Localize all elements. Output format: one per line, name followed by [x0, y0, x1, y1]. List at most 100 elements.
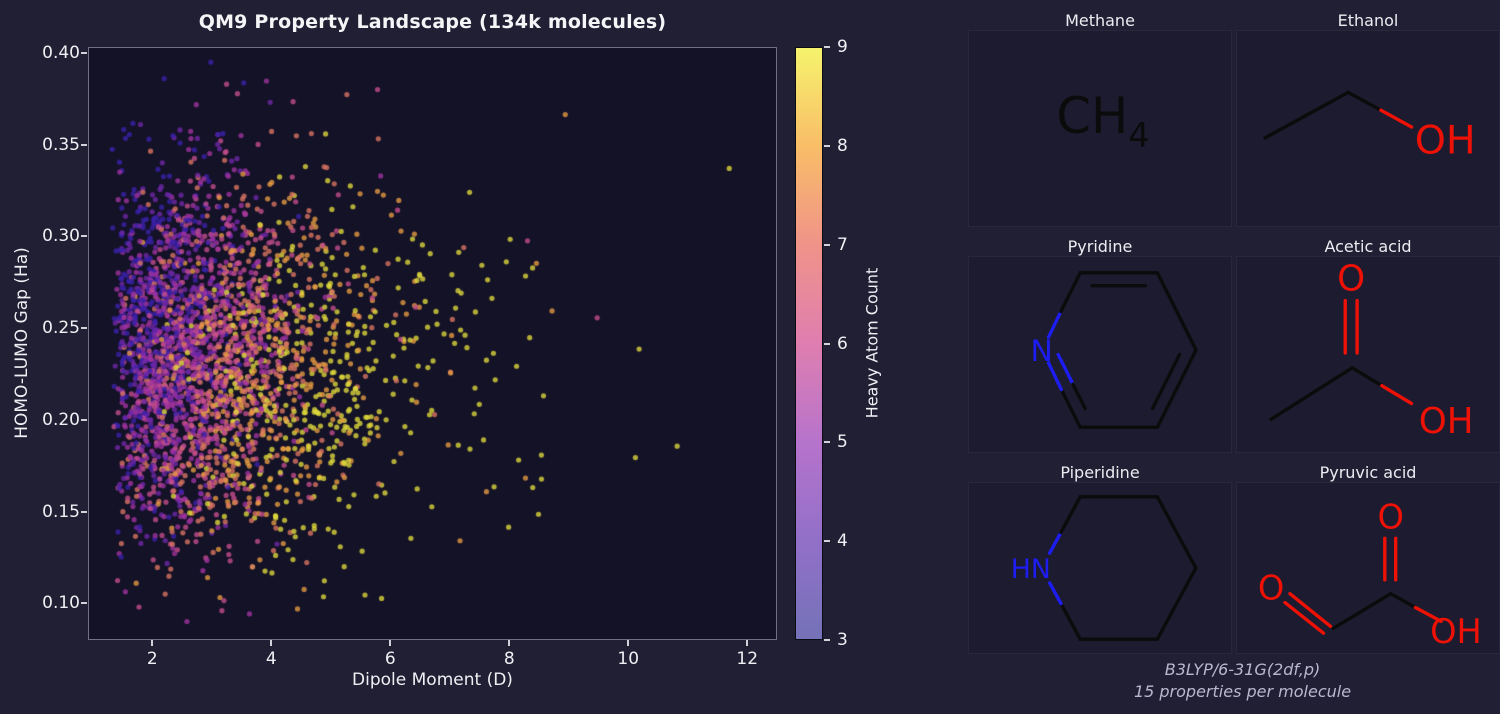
x-axis-label: Dipole Moment (D)	[352, 670, 513, 690]
piperidine-bond-upper-right	[1155, 495, 1198, 570]
piperidine-bond-nb-blue	[1047, 530, 1063, 555]
pyruvic-left-double-2	[1283, 600, 1326, 635]
pyruvic-oh-label: OH	[1430, 612, 1482, 651]
y-tick-mark	[81, 143, 87, 146]
y-tick-label: 0.35	[42, 134, 80, 155]
x-tick-label: 6	[384, 649, 396, 669]
methane-structure: CH4	[1056, 87, 1149, 155]
x-tick-label: 10	[617, 649, 640, 669]
molecule-title-acetic-acid: Acetic acid	[1324, 237, 1412, 256]
acetic-c-methyl-bond	[1269, 366, 1354, 422]
pyruvic-acid-structure: O OH O	[1258, 497, 1482, 651]
molecule-cell-acetic-acid: O OH	[1236, 256, 1500, 453]
chart-title: QM9 Property Landscape (134k molecules)	[198, 11, 667, 33]
x-tick-mark	[508, 640, 511, 646]
ethanol-co-bond-o-half	[1379, 108, 1414, 129]
ethanol-structure: OH	[1263, 90, 1476, 164]
caption-method: B3LYP/6-31G(2df,p)	[1164, 660, 1321, 679]
molecule-title-pyruvic-acid: Pyruvic acid	[1319, 463, 1417, 482]
colorbar-tick-mark	[824, 540, 830, 543]
piperidine-structure: HN	[1011, 495, 1198, 641]
ethanol-co-bond-c-half	[1346, 90, 1383, 112]
colorbar-tick-label: 7	[837, 234, 848, 255]
colorbar-tick-mark	[824, 639, 830, 641]
pyridine-structure: N	[1030, 271, 1198, 429]
pyruvic-top-o-label: O	[1378, 497, 1404, 536]
y-tick-mark	[81, 52, 87, 55]
pyridine-n-label: N	[1030, 334, 1052, 369]
x-tick-label: 12	[736, 649, 759, 669]
colorbar-label: Heavy Atom Count	[862, 267, 882, 419]
pyruvic-c-oh-bond-black	[1389, 592, 1418, 610]
pyruvic-cc-bond	[1331, 592, 1393, 630]
colorbar-tick-mark	[824, 342, 830, 345]
pyridine-bond-upper-right	[1155, 271, 1198, 352]
x-tick-mark	[627, 640, 630, 646]
y-tick-mark	[81, 235, 87, 238]
x-tick-mark	[151, 640, 154, 646]
colorbar-tick-label: 3	[837, 630, 848, 650]
molecule-cell-pyridine: N	[968, 256, 1232, 453]
pyridine-bond-na-blue	[1046, 309, 1063, 339]
colorbar-tick-label: 4	[837, 531, 848, 552]
acetic-carbonyl-o-label: O	[1337, 259, 1365, 300]
acetic-acid-structure: O OH	[1269, 259, 1474, 442]
x-tick-label: 2	[146, 649, 158, 669]
colorbar-tick-label: 5	[837, 432, 848, 453]
x-tick-label: 8	[503, 649, 515, 669]
pyridine-bond-nf-black	[1059, 387, 1082, 429]
molecule-title-ethanol: Ethanol	[1337, 11, 1399, 30]
x-tick-mark	[389, 640, 392, 646]
y-tick-label: 0.30	[42, 226, 80, 247]
colorbar-tick-label: 6	[837, 333, 848, 354]
pyridine-bond-na-black	[1059, 271, 1082, 314]
pyridine-bond-lower-right	[1155, 348, 1198, 429]
colorbar-tick-label: 9	[837, 37, 848, 57]
colorbar-tick-mark	[824, 46, 830, 48]
acetic-c-oh-bond-black	[1350, 366, 1384, 388]
pyridine-bond-nf-blue	[1046, 361, 1064, 392]
molecule-title-piperidine: Piperidine	[1060, 463, 1140, 482]
colorbar-tick-label: 8	[837, 135, 848, 156]
acetic-c-oh-bond-red	[1380, 383, 1414, 406]
colorbar-tick-mark	[824, 144, 830, 147]
molecule-cell-pyruvic-acid: O OH O	[1236, 482, 1500, 654]
y-tick-label: 0.25	[42, 318, 80, 339]
y-tick-mark	[81, 602, 87, 605]
x-tick-label: 4	[265, 649, 277, 669]
scatter-points-canvas	[89, 48, 776, 639]
y-tick-mark	[81, 510, 87, 513]
molecule-title-methane: Methane	[1065, 11, 1135, 30]
colorbar-tick-mark	[824, 441, 830, 444]
molecule-cell-ethanol: OH	[1236, 30, 1500, 227]
piperidine-bond-nf-blue	[1047, 581, 1063, 606]
pyruvic-left-o-label: O	[1258, 569, 1284, 608]
y-tick-label: 0.20	[42, 409, 80, 430]
y-tick-label: 0.15	[42, 501, 80, 522]
colorbar	[795, 47, 823, 640]
y-tick-label: 0.40	[42, 43, 80, 64]
piperidine-bond-nb-black	[1059, 495, 1082, 535]
pyridine-double-n-inner-blue	[1056, 352, 1075, 386]
molecule-cell-methane: CH4	[968, 30, 1232, 227]
piperidine-bond-nf-black	[1059, 601, 1082, 641]
methane-formula: CH4	[1056, 87, 1149, 155]
y-tick-mark	[81, 418, 87, 421]
pyridine-double-n-inner-black	[1071, 382, 1087, 411]
ethanol-oh-label: OH	[1415, 118, 1476, 164]
molecule-title-pyridine: Pyridine	[1067, 237, 1133, 256]
molecule-cell-piperidine: HN	[968, 482, 1232, 654]
y-tick-mark	[81, 327, 87, 330]
caption-properties: 15 properties per molecule	[1133, 682, 1352, 701]
piperidine-hn-label: HN	[1011, 554, 1051, 585]
ethanol-cc-bond	[1263, 90, 1350, 140]
pyruvic-c-oh-bond-red	[1413, 605, 1443, 624]
piperidine-bond-lower-right	[1155, 566, 1198, 641]
pyruvic-left-double-1	[1288, 592, 1333, 628]
colorbar-tick-mark	[824, 243, 830, 246]
scatter-axes	[88, 47, 777, 640]
pyridine-double-right-inner	[1150, 352, 1182, 411]
acetic-oh-label: OH	[1419, 401, 1474, 442]
x-tick-mark	[270, 640, 273, 646]
